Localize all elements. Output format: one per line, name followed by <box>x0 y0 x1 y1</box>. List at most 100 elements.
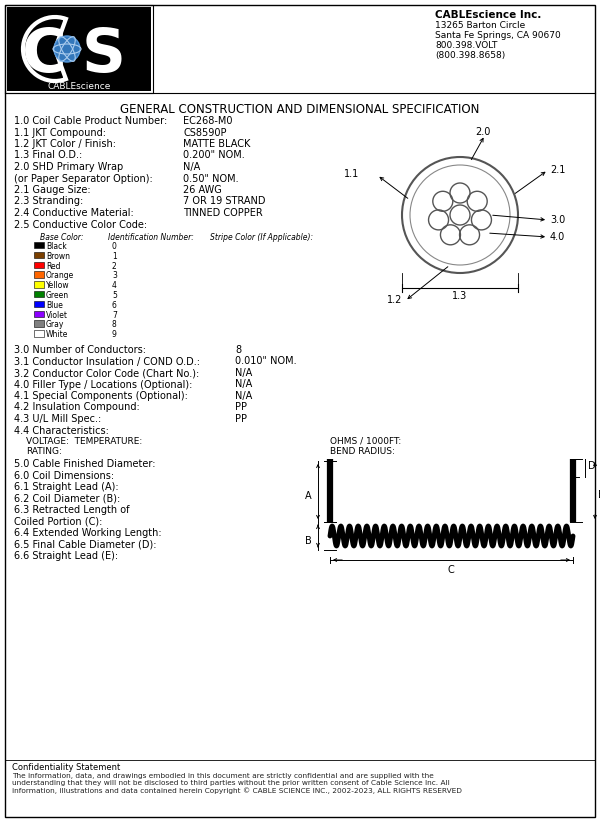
Text: 6.1 Straight Lead (A):: 6.1 Straight Lead (A): <box>14 482 119 492</box>
Text: 3: 3 <box>112 271 117 280</box>
Text: Stripe Color (If Applicable):: Stripe Color (If Applicable): <box>210 233 313 242</box>
Text: N/A: N/A <box>235 391 252 401</box>
Text: B: B <box>305 536 312 546</box>
Bar <box>7 7 151 91</box>
Text: (or Paper Separator Option):: (or Paper Separator Option): <box>14 173 153 183</box>
Text: 4.4 Characteristics:: 4.4 Characteristics: <box>14 426 109 436</box>
Text: N/A: N/A <box>183 162 200 172</box>
Wedge shape <box>23 17 66 81</box>
Bar <box>34 281 44 288</box>
Text: The information, data, and drawings embodied in this document are strictly confi: The information, data, and drawings embo… <box>12 773 462 794</box>
Text: VOLTAGE:  TEMPERATURE:: VOLTAGE: TEMPERATURE: <box>26 437 142 446</box>
Text: 26 AWG: 26 AWG <box>183 185 222 195</box>
Bar <box>34 252 44 258</box>
Text: 2.4 Conductive Material:: 2.4 Conductive Material: <box>14 208 134 218</box>
Text: 8: 8 <box>235 345 241 355</box>
Text: GENERAL CONSTRUCTION AND DIMENSIONAL SPECIFICATION: GENERAL CONSTRUCTION AND DIMENSIONAL SPE… <box>121 103 479 116</box>
Text: CABLEscience: CABLEscience <box>47 82 110 91</box>
Circle shape <box>54 36 80 62</box>
Text: Orange: Orange <box>46 271 74 280</box>
Text: 800.398.VOLT: 800.398.VOLT <box>435 41 497 50</box>
Text: 1.1 JKT Compound:: 1.1 JKT Compound: <box>14 127 106 137</box>
Text: MATTE BLACK: MATTE BLACK <box>183 139 250 149</box>
Bar <box>34 271 44 278</box>
Bar <box>5 5 153 93</box>
Text: EC268-M0: EC268-M0 <box>183 116 233 126</box>
Text: A: A <box>305 491 312 501</box>
Text: Green: Green <box>46 291 69 300</box>
Text: E: E <box>598 490 600 500</box>
Bar <box>34 291 44 298</box>
Text: 0: 0 <box>112 242 117 251</box>
Text: 2.3 Stranding:: 2.3 Stranding: <box>14 196 83 206</box>
Text: Yellow: Yellow <box>46 281 70 290</box>
Text: 4.0: 4.0 <box>550 232 565 242</box>
Text: CABLEscience Inc.: CABLEscience Inc. <box>435 10 541 20</box>
Text: 6.5 Final Cable Diameter (D):: 6.5 Final Cable Diameter (D): <box>14 539 157 549</box>
Text: 1: 1 <box>112 252 117 261</box>
Text: Base Color:: Base Color: <box>40 233 83 242</box>
Bar <box>34 321 44 327</box>
Text: 6.3 Retracted Length of: 6.3 Retracted Length of <box>14 505 130 515</box>
Text: 7: 7 <box>112 311 117 320</box>
Text: 4: 4 <box>112 281 117 290</box>
Text: TINNED COPPER: TINNED COPPER <box>183 208 263 218</box>
Bar <box>34 330 44 337</box>
Text: 1.2 JKT Color / Finish:: 1.2 JKT Color / Finish: <box>14 139 116 149</box>
Text: Santa Fe Springs, CA 90670: Santa Fe Springs, CA 90670 <box>435 31 561 40</box>
Text: PP: PP <box>235 403 247 413</box>
Text: N/A: N/A <box>235 380 252 390</box>
Text: BEND RADIUS:: BEND RADIUS: <box>330 447 395 456</box>
Text: 13265 Barton Circle: 13265 Barton Circle <box>435 21 525 30</box>
Text: Black: Black <box>46 242 67 251</box>
Text: D: D <box>588 461 596 471</box>
Text: 1.0 Coil Cable Product Number:: 1.0 Coil Cable Product Number: <box>14 116 167 126</box>
Text: 4.3 U/L Mill Spec.:: 4.3 U/L Mill Spec.: <box>14 414 101 424</box>
Text: 1.3 Final O.D.:: 1.3 Final O.D.: <box>14 150 82 160</box>
Bar <box>34 261 44 268</box>
Text: Gray: Gray <box>46 321 64 330</box>
Text: 2.1 Gauge Size:: 2.1 Gauge Size: <box>14 185 91 195</box>
Text: Brown: Brown <box>46 252 70 261</box>
Text: N/A: N/A <box>235 368 252 378</box>
Text: 0.010" NOM.: 0.010" NOM. <box>235 357 296 367</box>
Text: Identification Number:: Identification Number: <box>108 233 194 242</box>
Text: OHMS / 1000FT:: OHMS / 1000FT: <box>330 437 401 446</box>
Text: 6.2 Coil Diameter (B):: 6.2 Coil Diameter (B): <box>14 493 120 504</box>
Text: 6.4 Extended Working Length:: 6.4 Extended Working Length: <box>14 528 161 538</box>
Text: RATING:: RATING: <box>26 447 62 456</box>
Text: 2.0 SHD Primary Wrap: 2.0 SHD Primary Wrap <box>14 162 123 172</box>
Text: Red: Red <box>46 261 61 270</box>
Text: 2.5 Conductive Color Code:: 2.5 Conductive Color Code: <box>14 219 147 229</box>
Text: 5.0 Cable Finished Diameter:: 5.0 Cable Finished Diameter: <box>14 459 155 469</box>
Text: 2: 2 <box>112 261 117 270</box>
Text: 4.1 Special Components (Optional):: 4.1 Special Components (Optional): <box>14 391 188 401</box>
Text: 6: 6 <box>112 301 117 310</box>
Text: Blue: Blue <box>46 301 63 310</box>
Bar <box>34 242 44 248</box>
Text: CS8590P: CS8590P <box>183 127 227 137</box>
Text: 0.50" NOM.: 0.50" NOM. <box>183 173 239 183</box>
Text: 2.0: 2.0 <box>475 127 490 137</box>
Text: 6.6 Straight Lead (E):: 6.6 Straight Lead (E): <box>14 551 118 561</box>
Text: 3.2 Conductor Color Code (Chart No.):: 3.2 Conductor Color Code (Chart No.): <box>14 368 199 378</box>
Text: 1.1: 1.1 <box>344 169 359 179</box>
Text: 3.0: 3.0 <box>550 215 565 225</box>
Text: Coiled Portion (C):: Coiled Portion (C): <box>14 516 103 527</box>
Text: (800.398.8658): (800.398.8658) <box>435 51 505 60</box>
Text: 6.0 Coil Dimensions:: 6.0 Coil Dimensions: <box>14 470 114 481</box>
Text: 9: 9 <box>112 330 117 339</box>
Text: C: C <box>22 26 67 85</box>
Text: 0.200" NOM.: 0.200" NOM. <box>183 150 245 160</box>
Text: PP: PP <box>235 414 247 424</box>
Text: 3.1 Conductor Insulation / COND O.D.:: 3.1 Conductor Insulation / COND O.D.: <box>14 357 200 367</box>
Text: 7 OR 19 STRAND: 7 OR 19 STRAND <box>183 196 265 206</box>
Text: 5: 5 <box>112 291 117 300</box>
Text: S: S <box>82 26 126 85</box>
Text: 1.2: 1.2 <box>387 295 403 305</box>
Bar <box>34 301 44 307</box>
Text: White: White <box>46 330 68 339</box>
Text: 4.0 Filler Type / Locations (Optional):: 4.0 Filler Type / Locations (Optional): <box>14 380 193 390</box>
Text: 3.0 Number of Conductors:: 3.0 Number of Conductors: <box>14 345 146 355</box>
Text: C: C <box>448 565 454 575</box>
